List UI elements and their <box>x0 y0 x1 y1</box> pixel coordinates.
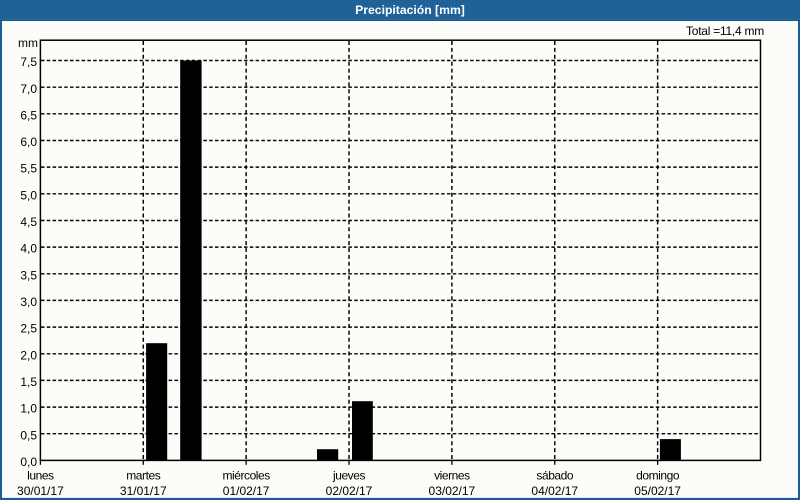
svg-text:04/02/17: 04/02/17 <box>531 484 578 498</box>
svg-text:Total =11,4 mm: Total =11,4 mm <box>686 24 764 38</box>
svg-text:02/02/17: 02/02/17 <box>326 484 373 498</box>
svg-text:7,0: 7,0 <box>20 82 37 96</box>
svg-text:lunes: lunes <box>27 469 54 483</box>
svg-text:5,5: 5,5 <box>20 162 37 176</box>
svg-text:sábado: sábado <box>536 469 573 483</box>
svg-text:0,0: 0,0 <box>20 455 37 469</box>
svg-text:30/01/17: 30/01/17 <box>17 484 64 498</box>
svg-text:1,5: 1,5 <box>20 375 37 389</box>
svg-text:mm: mm <box>18 36 38 50</box>
svg-text:domingo: domingo <box>636 469 680 483</box>
svg-text:martes: martes <box>126 469 160 483</box>
svg-text:Precipitación [mm]: Precipitación [mm] <box>355 3 465 17</box>
svg-text:2,0: 2,0 <box>20 348 37 362</box>
svg-text:5,0: 5,0 <box>20 188 37 202</box>
svg-text:7,5: 7,5 <box>20 55 37 69</box>
svg-text:01/02/17: 01/02/17 <box>223 484 270 498</box>
svg-text:3,5: 3,5 <box>20 268 37 282</box>
svg-text:4,0: 4,0 <box>20 242 37 256</box>
svg-text:3,0: 3,0 <box>20 295 37 309</box>
svg-text:1,0: 1,0 <box>20 402 37 416</box>
svg-text:6,5: 6,5 <box>20 108 37 122</box>
svg-text:03/02/17: 03/02/17 <box>429 484 476 498</box>
svg-text:05/02/17: 05/02/17 <box>634 484 681 498</box>
svg-text:4,5: 4,5 <box>20 215 37 229</box>
svg-text:6,0: 6,0 <box>20 135 37 149</box>
svg-text:miércoles: miércoles <box>222 469 270 483</box>
svg-text:0,5: 0,5 <box>20 428 37 442</box>
svg-text:2,5: 2,5 <box>20 322 37 336</box>
svg-text:31/01/17: 31/01/17 <box>120 484 167 498</box>
svg-text:viernes: viernes <box>434 469 470 483</box>
svg-text:jueves: jueves <box>332 469 365 483</box>
